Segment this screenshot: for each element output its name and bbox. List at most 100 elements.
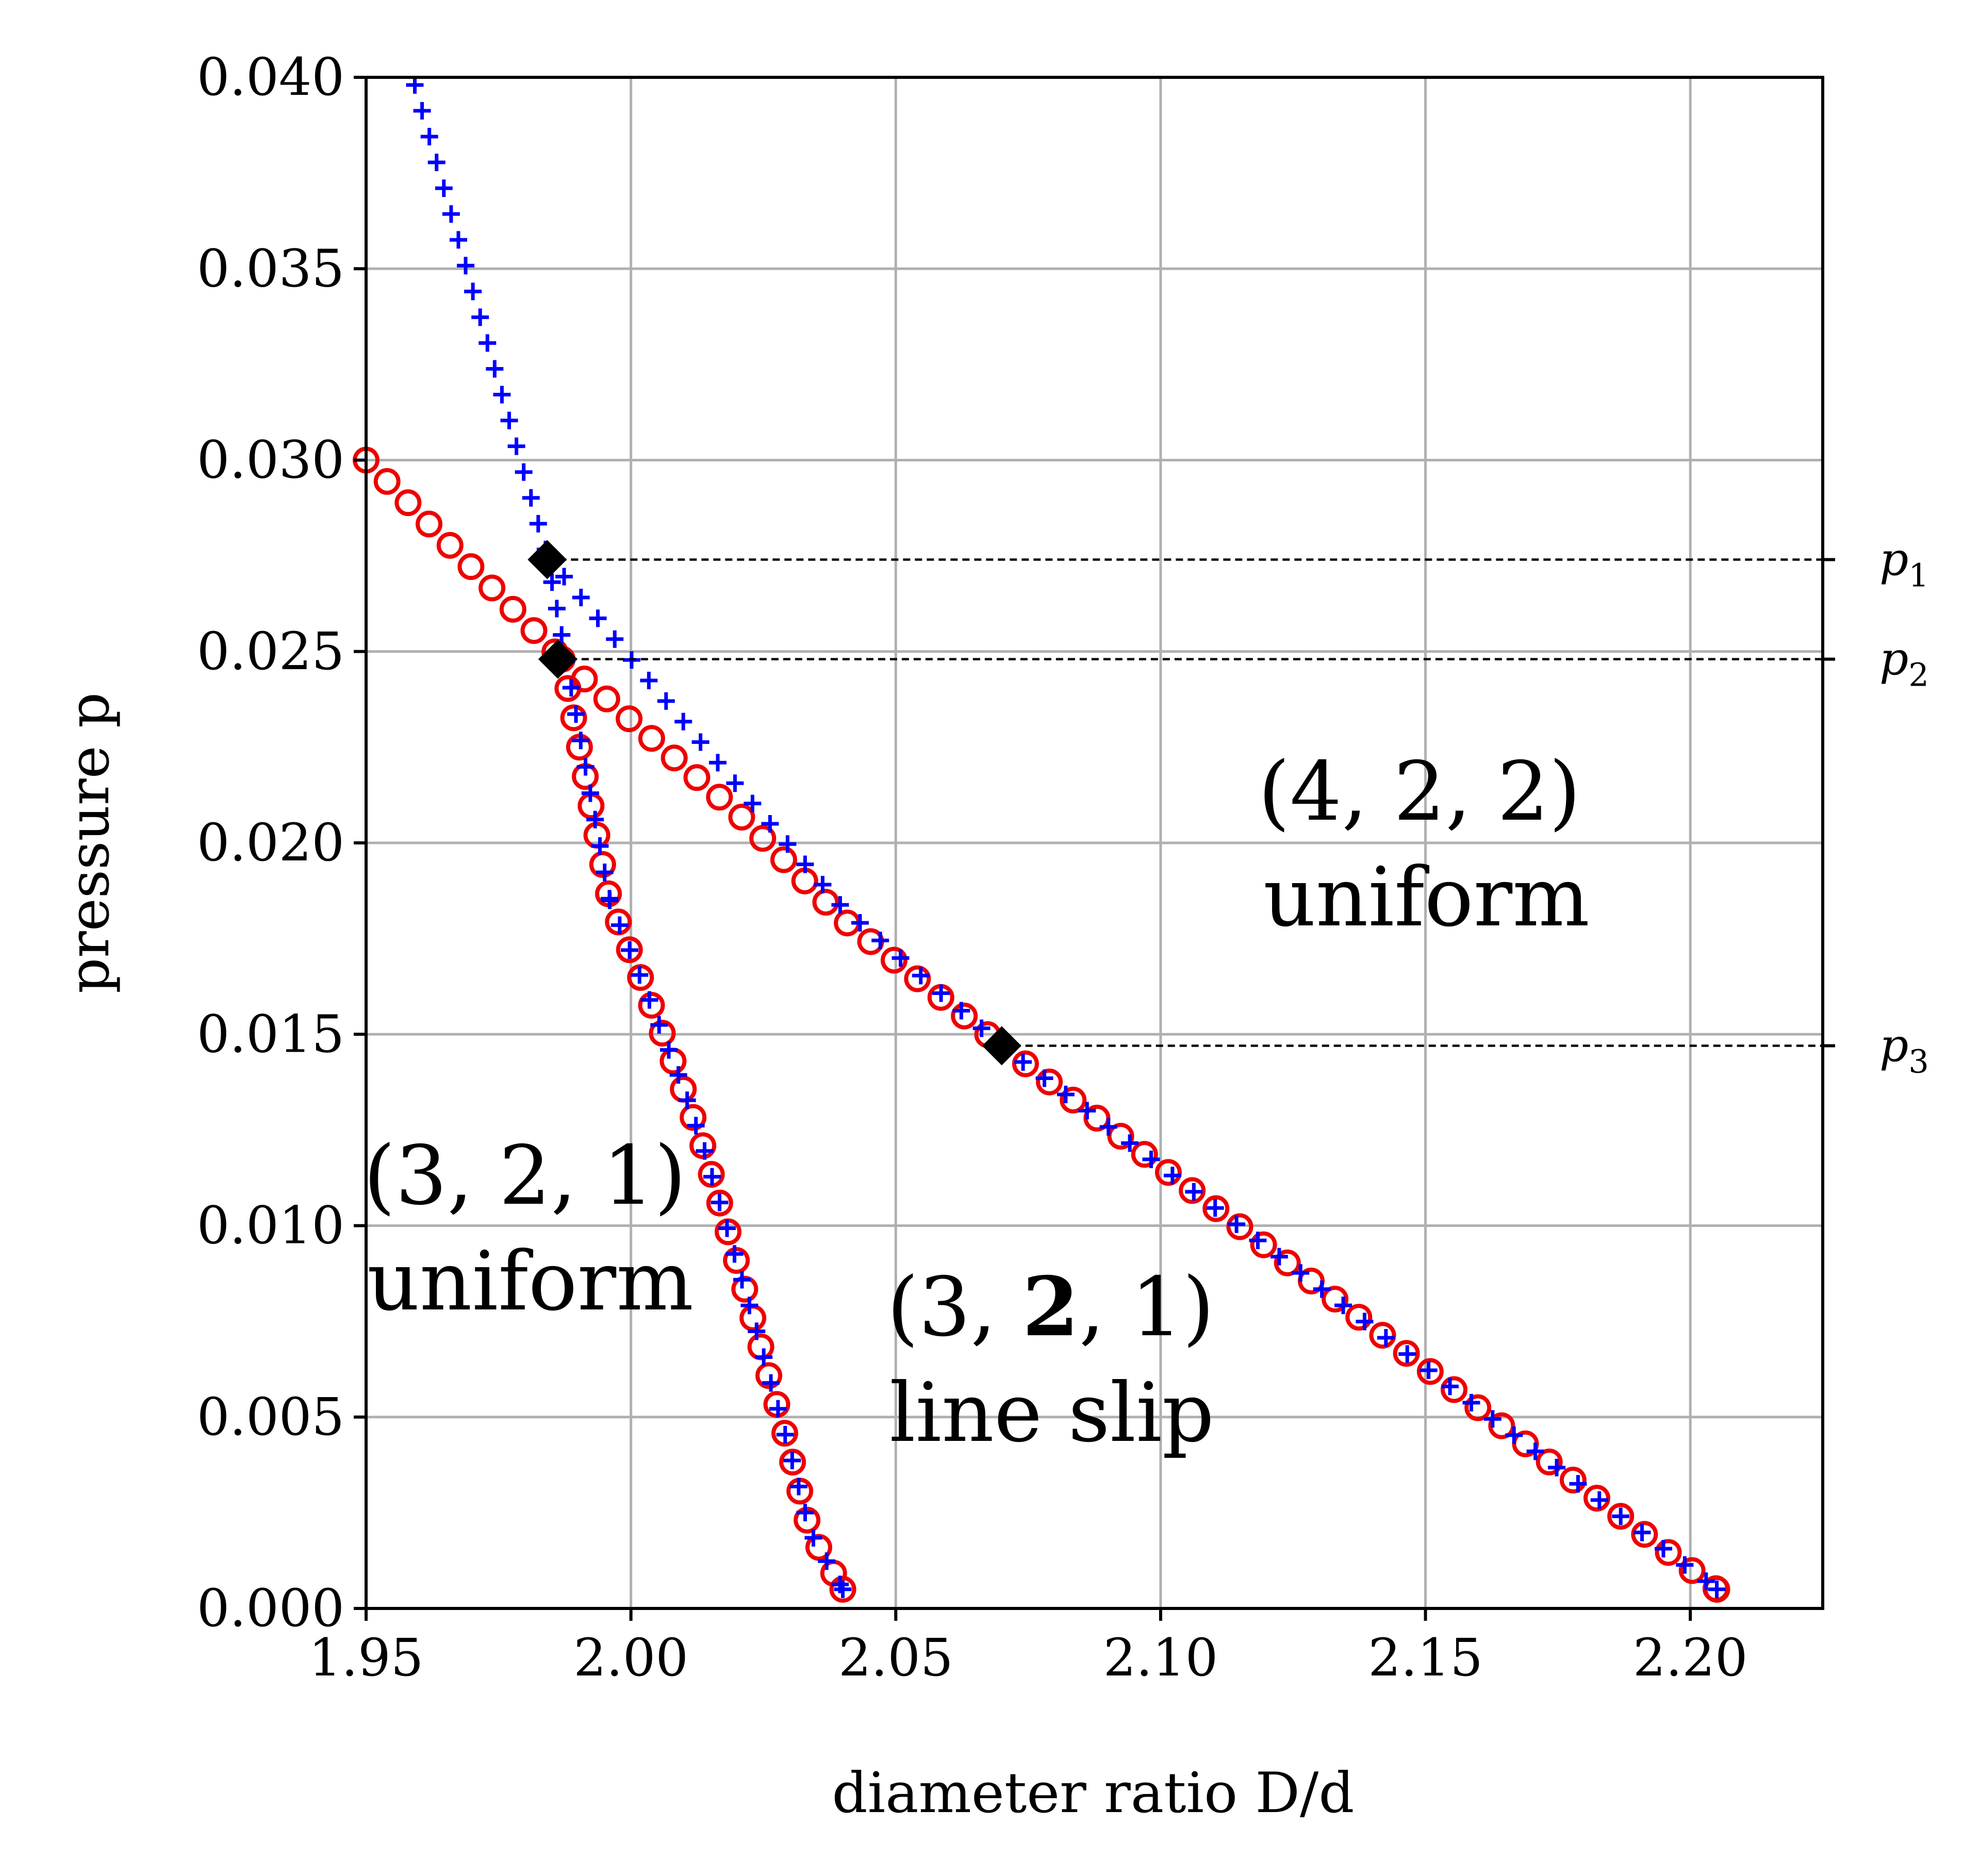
circle-marker xyxy=(649,1020,676,1047)
y-tick-label: 0.005 xyxy=(197,1387,344,1447)
circle-marker xyxy=(812,889,839,916)
circle-marker xyxy=(1416,1358,1444,1385)
y-tick-label: 0.025 xyxy=(197,621,344,682)
plus-marker xyxy=(640,991,658,1009)
plus-marker xyxy=(796,1503,814,1521)
plus-marker xyxy=(586,810,604,828)
y-tick-label: 0.040 xyxy=(197,47,344,107)
plus-marker xyxy=(1697,1572,1715,1590)
plus-marker xyxy=(1292,1264,1310,1282)
circle-marker xyxy=(457,553,485,580)
circle-marker xyxy=(1322,1285,1349,1313)
plus-marker xyxy=(696,1142,714,1160)
transition-diamond xyxy=(538,639,578,679)
plus-marker xyxy=(1206,1199,1224,1217)
annotation-line-slip-bold-index: 2 xyxy=(1022,1259,1079,1355)
circle-marker xyxy=(1226,1213,1253,1240)
plus-marker xyxy=(834,1580,852,1598)
annotation-line-slip-mode: line slip xyxy=(889,1366,1214,1460)
annotation-line-slip-title: (3, 2, 1) xyxy=(887,1259,1214,1355)
circle-marker xyxy=(1369,1322,1396,1349)
plus-marker xyxy=(789,1477,807,1496)
plus-marker xyxy=(733,1271,751,1289)
plus-marker xyxy=(691,733,710,751)
circle-marker xyxy=(589,851,616,878)
circle-marker xyxy=(731,1275,758,1303)
circle-marker xyxy=(593,685,620,712)
plus-marker xyxy=(1057,1085,1075,1103)
plus-marker xyxy=(548,600,566,618)
axis-ticks: 1.95 2.00 2.05 2.10 2.15 2.20 0.000 0.005 0.010 0… xyxy=(197,47,1748,1688)
circle-marker xyxy=(880,947,908,974)
plus-marker xyxy=(464,283,482,301)
annotation-422-uniform: (4, 2, 2) uniform xyxy=(1258,744,1590,945)
plus-marker xyxy=(1313,1280,1331,1298)
circle-marker xyxy=(680,1104,707,1131)
plus-marker xyxy=(1612,1507,1630,1525)
plus-marker xyxy=(562,678,580,696)
annotation-321-line-slip: (3, 2, 1) line slip xyxy=(887,1259,1214,1460)
plus-marker xyxy=(1483,1410,1502,1428)
plus-marker xyxy=(1142,1150,1160,1168)
circle-marker xyxy=(520,617,548,644)
plus-marker xyxy=(553,626,571,644)
circle-marker xyxy=(829,1575,856,1603)
plus-marker xyxy=(427,154,446,172)
plus-marker xyxy=(1185,1183,1203,1201)
circle-marker xyxy=(1012,1050,1039,1077)
circle-marker xyxy=(794,1506,821,1534)
circle-marker xyxy=(1678,1557,1706,1584)
plus-marker xyxy=(1654,1540,1672,1558)
circle-marker xyxy=(1131,1141,1158,1168)
plus-marker xyxy=(576,758,595,776)
plus-marker xyxy=(442,205,460,223)
plus-marker xyxy=(1462,1393,1480,1412)
reference-label-subscript: 3 xyxy=(1908,1043,1928,1081)
plus-marker xyxy=(1569,1475,1587,1493)
plus-marker xyxy=(1505,1426,1523,1444)
plus-marker xyxy=(711,1193,729,1211)
plus-marker xyxy=(657,692,675,710)
plus-marker xyxy=(449,231,467,249)
plus-marker xyxy=(507,437,525,455)
y-tick-label: 0.010 xyxy=(197,1196,344,1256)
plus-marker xyxy=(912,967,930,985)
x-tick-label: 2.00 xyxy=(573,1628,688,1688)
y-tick-label: 0.015 xyxy=(197,1004,344,1064)
circle-marker xyxy=(1559,1466,1587,1493)
plus-marker xyxy=(581,784,599,802)
plus-marker xyxy=(761,815,779,833)
circle-marker xyxy=(1631,1521,1658,1548)
plus-marker xyxy=(1633,1523,1651,1541)
plus-marker xyxy=(1676,1556,1694,1574)
plus-marker xyxy=(1708,1580,1726,1598)
circle-marker xyxy=(698,1160,725,1188)
circle-marker xyxy=(723,1247,750,1274)
plus-marker xyxy=(972,1019,991,1037)
plus-marker xyxy=(818,1552,836,1570)
plus-marker xyxy=(725,1245,744,1263)
plus-marker xyxy=(814,875,832,893)
circle-marker xyxy=(755,1362,783,1389)
plus-marker xyxy=(669,1066,687,1084)
circle-marker xyxy=(1488,1412,1515,1439)
plus-marker xyxy=(601,891,619,909)
plus-marker xyxy=(769,1400,787,1418)
annotation-422-title: (4, 2, 2) xyxy=(1258,744,1581,839)
plus-marker xyxy=(478,334,497,352)
circle-marker xyxy=(749,825,777,852)
plus-marker xyxy=(493,386,511,404)
plus-marker xyxy=(522,489,540,507)
plus-marker xyxy=(703,1168,721,1186)
x-tick-label: 1.95 xyxy=(309,1628,424,1688)
plus-marker xyxy=(674,712,692,731)
plot-series xyxy=(353,76,1730,1603)
circle-marker xyxy=(805,1534,832,1561)
plus-marker xyxy=(572,588,590,606)
circle-marker xyxy=(1274,1249,1301,1276)
plus-marker xyxy=(796,855,814,873)
plus-marker xyxy=(851,914,869,932)
x-tick-label: 2.10 xyxy=(1103,1628,1218,1688)
circle-marker xyxy=(1583,1485,1611,1512)
